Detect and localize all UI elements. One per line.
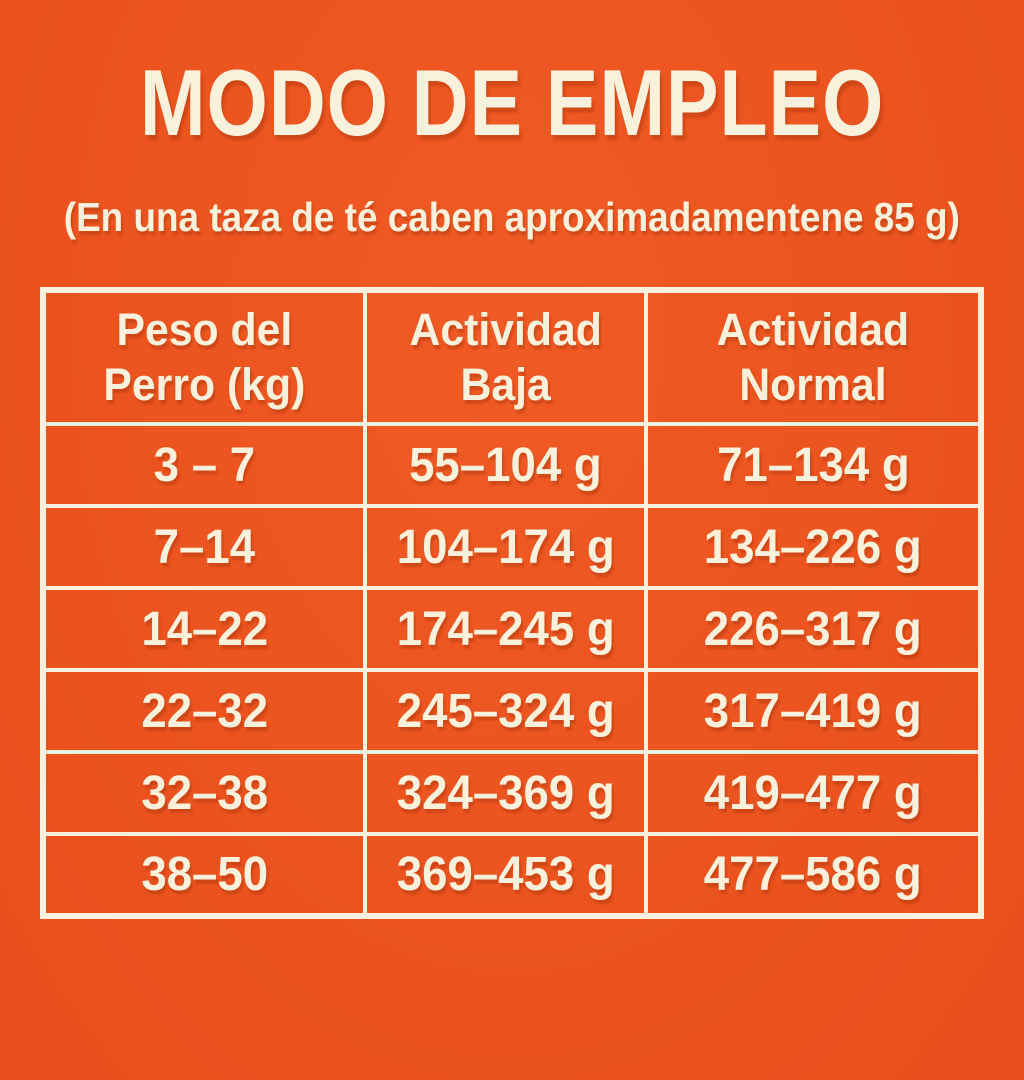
header-line: Normal xyxy=(739,358,887,410)
normal-value: 226–317 g xyxy=(704,602,923,656)
cell-peso: 22–32 xyxy=(41,668,367,754)
page-subtitle-text: (En una taza de té caben aproximadamente… xyxy=(63,194,961,240)
normal-value: 134–226 g xyxy=(704,520,923,574)
normal-value: 477–586 g xyxy=(704,848,923,901)
header-line: Actividad xyxy=(716,303,910,355)
cell-actividad-baja: 55–104 g xyxy=(362,422,649,508)
peso-value: 7–14 xyxy=(153,520,256,574)
header-peso-del-perro: Peso del Perro (kg) xyxy=(41,288,367,426)
peso-value: 3 – 7 xyxy=(153,438,256,492)
cell-actividad-normal: 317–419 g xyxy=(644,668,983,754)
cell-peso: 14–22 xyxy=(41,586,367,672)
baja-value: 324–369 g xyxy=(396,766,615,820)
table-row: 7–14 104–174 g 134–226 g xyxy=(41,504,983,590)
cell-actividad-baja: 245–324 g xyxy=(362,668,649,754)
header-actividad-normal: Actividad Normal xyxy=(644,288,983,426)
header-actividad-baja: Actividad Baja xyxy=(362,288,649,426)
page-title: MODO DE EMPLEO xyxy=(0,56,1024,150)
header-line: Peso del xyxy=(116,303,293,355)
feeding-table-container: Peso del Perro (kg) Actividad Baja Activ… xyxy=(40,287,984,919)
cell-peso: 38–50 xyxy=(41,832,367,918)
table-row: 32–38 324–369 g 419–477 g xyxy=(41,750,983,836)
cell-actividad-baja: 104–174 g xyxy=(362,504,649,590)
page-title-text: MODO DE EMPLEO xyxy=(139,50,885,155)
peso-value: 22–32 xyxy=(140,684,268,738)
baja-value: 369–453 g xyxy=(396,848,615,901)
cell-actividad-baja: 324–369 g xyxy=(362,750,649,836)
baja-value: 55–104 g xyxy=(409,438,602,492)
normal-value: 71–134 g xyxy=(716,438,910,492)
cell-peso: 7–14 xyxy=(41,504,367,590)
baja-value: 104–174 g xyxy=(396,520,615,574)
cell-actividad-normal: 226–317 g xyxy=(644,586,983,672)
header-row: Peso del Perro (kg) Actividad Baja Activ… xyxy=(41,288,983,426)
header-line: Perro (kg) xyxy=(103,358,306,410)
baja-value: 245–324 g xyxy=(396,684,615,738)
header-line: Actividad xyxy=(409,303,602,355)
table-row: 14–22 174–245 g 226–317 g xyxy=(41,586,983,672)
table-row: 38–50 369–453 g 477–586 g xyxy=(41,832,983,918)
normal-value: 317–419 g xyxy=(704,684,923,738)
table-row: 22–32 245–324 g 317–419 g xyxy=(41,668,983,754)
cell-actividad-normal: 71–134 g xyxy=(644,422,983,508)
cell-actividad-normal: 134–226 g xyxy=(644,504,983,590)
cell-actividad-baja: 174–245 g xyxy=(362,586,649,672)
feeding-table: Peso del Perro (kg) Actividad Baja Activ… xyxy=(40,287,984,919)
cell-peso: 3 – 7 xyxy=(41,422,367,508)
page-subtitle: (En una taza de té caben aproximadamente… xyxy=(0,194,1024,241)
feeding-guide-panel: MODO DE EMPLEO (En una taza de té caben … xyxy=(0,56,1024,1080)
peso-value: 38–50 xyxy=(140,848,268,901)
cell-actividad-normal: 477–586 g xyxy=(644,832,983,918)
normal-value: 419–477 g xyxy=(704,766,923,820)
table-row: 3 – 7 55–104 g 71–134 g xyxy=(41,422,983,508)
header-line: Baja xyxy=(460,358,551,410)
cell-actividad-normal: 419–477 g xyxy=(644,750,983,836)
baja-value: 174–245 g xyxy=(396,602,615,656)
peso-value: 32–38 xyxy=(140,766,268,820)
peso-value: 14–22 xyxy=(140,602,268,656)
cell-peso: 32–38 xyxy=(41,750,367,836)
cell-actividad-baja: 369–453 g xyxy=(362,832,649,918)
